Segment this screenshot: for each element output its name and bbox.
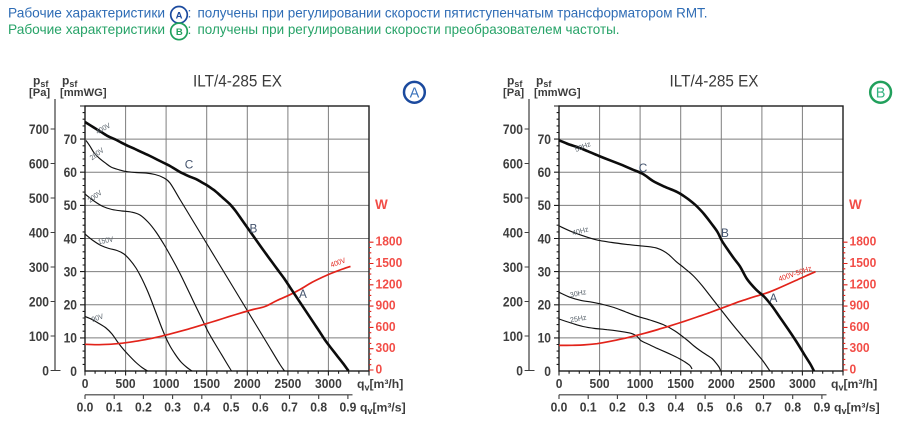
svg-text:A: A bbox=[299, 287, 307, 301]
svg-text:ILT/4-285 EX: ILT/4-285 EX bbox=[193, 73, 282, 91]
svg-text:150V: 150V bbox=[97, 234, 114, 246]
svg-text::: : bbox=[188, 4, 192, 20]
svg-text:C: C bbox=[185, 158, 194, 172]
svg-text:получены при регулировании ско: получены при регулировании скорости пяти… bbox=[198, 4, 708, 20]
svg-text:B: B bbox=[176, 27, 183, 38]
svg-text:90V: 90V bbox=[90, 312, 104, 324]
svg-text::: : bbox=[188, 21, 192, 37]
svg-text:25Hz: 25Hz bbox=[569, 313, 587, 325]
svg-text:40Hz: 40Hz bbox=[571, 224, 590, 237]
svg-text:A: A bbox=[770, 291, 778, 305]
svg-text:Рабочие характеристики: Рабочие характеристики bbox=[8, 4, 165, 20]
svg-text:C: C bbox=[639, 161, 648, 175]
svg-text:B: B bbox=[876, 85, 886, 101]
svg-text:A: A bbox=[176, 10, 183, 21]
svg-text:ILT/4-285 EX: ILT/4-285 EX bbox=[670, 73, 759, 91]
svg-text:30Hz: 30Hz bbox=[569, 287, 587, 299]
svg-text:B: B bbox=[250, 222, 258, 236]
svg-text:400V: 400V bbox=[329, 256, 347, 270]
svg-text:Рабочие характеристики: Рабочие характеристики bbox=[8, 21, 165, 37]
svg-text:B: B bbox=[721, 226, 729, 240]
svg-text:получены при регулировании ско: получены при регулировании скорости прео… bbox=[198, 21, 620, 37]
svg-text:A: A bbox=[410, 85, 420, 101]
